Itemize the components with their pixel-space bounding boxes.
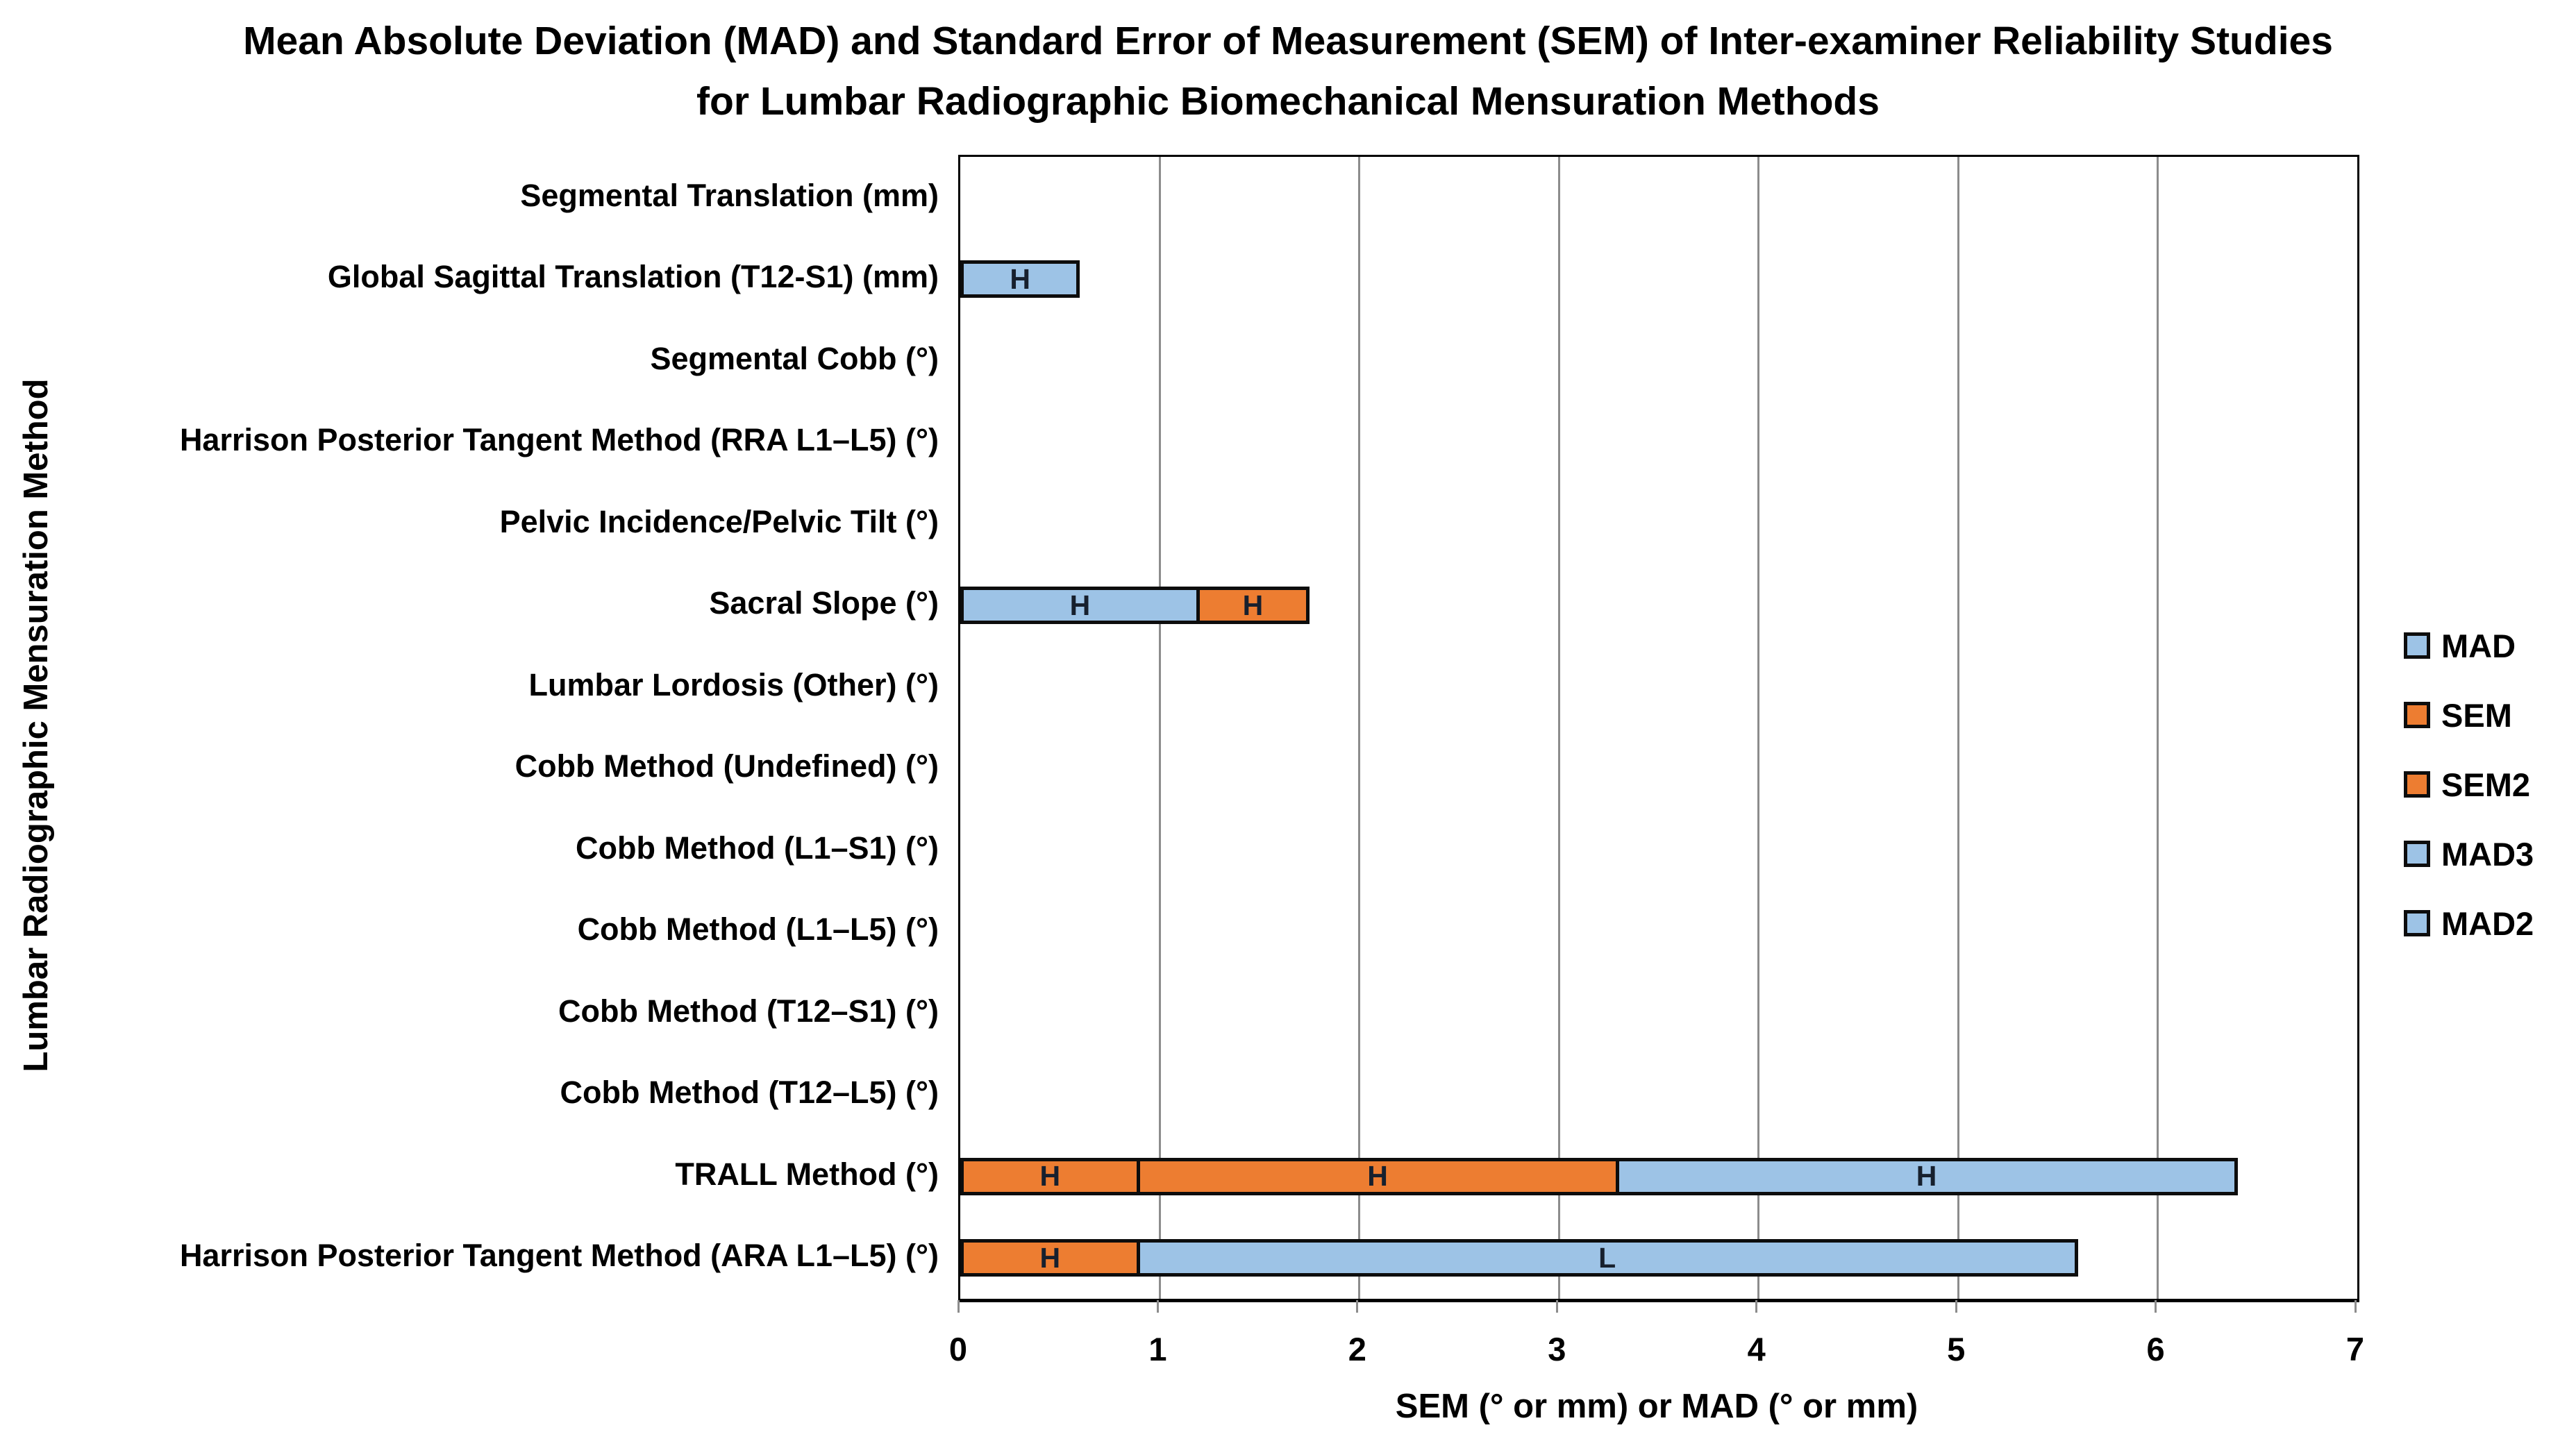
x-tick-label-2: 2	[1348, 1331, 1366, 1368]
plot-area: H H H H H H H L	[958, 155, 2359, 1302]
legend-swatch-icon	[2404, 771, 2430, 798]
x-tick-mark	[1955, 1300, 1957, 1313]
bar-segment-label: H	[1242, 589, 1264, 621]
legend: MAD SEM SEM2 MAD3 MAD2	[2404, 611, 2534, 958]
legend-label: SEM2	[2441, 766, 2530, 803]
bar-segment-label: H	[1039, 1241, 1061, 1274]
gridline-x-4	[1757, 157, 1760, 1299]
chart-title: Mean Absolute Deviation (MAD) and Standa…	[243, 19, 2333, 124]
x-tick-mark	[2354, 1300, 2357, 1313]
legend-item-sem2: SEM2	[2404, 750, 2534, 819]
x-tick-mark	[2155, 1300, 2157, 1313]
bar-segment-sem: H	[1196, 587, 1310, 625]
bar-segment-mad3: H	[1615, 1157, 2238, 1195]
x-tick-label-0: 0	[948, 1331, 968, 1368]
category-label: TRALL Method (°)	[675, 1156, 939, 1192]
x-tick-label-5: 5	[1947, 1331, 1966, 1368]
bar-segment-sem: H	[960, 1239, 1140, 1277]
legend-label: SEM	[2441, 696, 2512, 734]
legend-label: MAD	[2441, 627, 2516, 664]
x-tick-mark	[1555, 1300, 1558, 1313]
bar-segment-label: H	[1069, 589, 1091, 621]
bar-segment-label: H	[1010, 262, 1031, 295]
x-tick-mark	[1755, 1300, 1758, 1313]
category-label: Cobb Method (T12–L5) (°)	[560, 1075, 939, 1111]
gridline-x-2	[1358, 157, 1361, 1299]
legend-item-mad3: MAD3	[2404, 819, 2534, 889]
category-label: Cobb Method (Undefined) (°)	[515, 748, 939, 784]
category-label: Segmental Cobb (°)	[650, 340, 939, 376]
bar-segment-mad: H	[960, 587, 1200, 625]
category-label: Cobb Method (L1–S1) (°)	[576, 830, 939, 866]
gridline-x-5	[1957, 157, 1959, 1299]
x-tick-label-3: 3	[1548, 1331, 1566, 1368]
bar-segment-mad: H	[960, 260, 1080, 298]
legend-item-mad: MAD	[2404, 611, 2534, 680]
legend-swatch-icon	[2404, 841, 2430, 867]
x-tick-label-6: 6	[2146, 1331, 2165, 1368]
gridline-x-3	[1557, 157, 1560, 1299]
legend-swatch-icon	[2404, 702, 2430, 728]
category-label: Pelvic Incidence/Pelvic Tilt (°)	[499, 503, 939, 539]
legend-swatch-icon	[2404, 632, 2430, 659]
x-tick-mark	[1156, 1300, 1159, 1313]
category-label: Harrison Posterior Tangent Method (RRA L…	[179, 422, 939, 458]
x-tick-label-1: 1	[1148, 1331, 1167, 1368]
legend-swatch-icon	[2404, 910, 2430, 936]
category-label: Lumbar Lordosis (Other) (°)	[528, 666, 939, 702]
category-label: Global Sagittal Translation (T12-S1) (mm…	[327, 259, 939, 295]
legend-item-mad2: MAD2	[2404, 889, 2534, 958]
category-label: Segmental Translation (mm)	[520, 177, 939, 213]
category-label: Harrison Posterior Tangent Method (ARA L…	[179, 1238, 939, 1274]
bar-segment-label: H	[1039, 1160, 1061, 1193]
x-tick-label-7: 7	[2345, 1331, 2365, 1368]
x-tick-mark	[1356, 1300, 1359, 1313]
bar-segment-mad2: L	[1136, 1239, 2078, 1277]
x-tick-label-4: 4	[1747, 1331, 1766, 1368]
category-label: Sacral Slope (°)	[709, 585, 939, 621]
category-label: Cobb Method (L1–L5) (°)	[577, 911, 939, 948]
bar-segment-label: H	[1916, 1160, 1937, 1193]
bar-segment-label: L	[1598, 1241, 1616, 1274]
category-axis-labels: Segmental Translation (mm) Global Sagitta…	[42, 155, 939, 1297]
gridline-x-1	[1158, 157, 1161, 1299]
legend-item-sem: SEM	[2404, 680, 2534, 750]
category-label: Cobb Method (T12–S1) (°)	[558, 993, 939, 1029]
x-axis-title: SEM (° or mm) or MAD (° or mm)	[1395, 1388, 1918, 1425]
bar-segment-sem2: H	[1136, 1157, 1619, 1195]
legend-label: MAD3	[2441, 835, 2534, 873]
legend-label: MAD2	[2441, 904, 2534, 942]
x-tick-mark	[957, 1300, 960, 1313]
gridline-x-6	[2157, 157, 2159, 1299]
bar-segment-sem: H	[960, 1157, 1140, 1195]
bar-segment-label: H	[1367, 1160, 1388, 1193]
